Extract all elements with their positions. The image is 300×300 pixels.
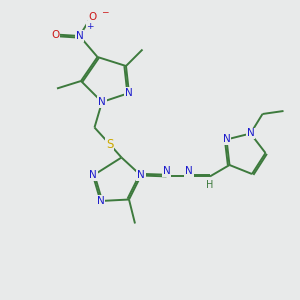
Text: N: N: [125, 88, 133, 98]
Text: O: O: [89, 11, 97, 22]
Text: N: N: [223, 134, 230, 145]
Text: H: H: [206, 180, 214, 190]
Text: S: S: [106, 137, 113, 151]
Text: N: N: [89, 170, 97, 181]
Text: −: −: [101, 8, 109, 16]
Text: N: N: [76, 31, 83, 41]
Text: N: N: [247, 128, 254, 139]
Text: O: O: [51, 29, 60, 40]
Text: N: N: [98, 97, 106, 107]
Text: N: N: [97, 196, 104, 206]
Text: +: +: [86, 22, 94, 31]
Text: N: N: [163, 166, 170, 176]
Text: N: N: [185, 166, 193, 176]
Text: N: N: [137, 170, 145, 181]
